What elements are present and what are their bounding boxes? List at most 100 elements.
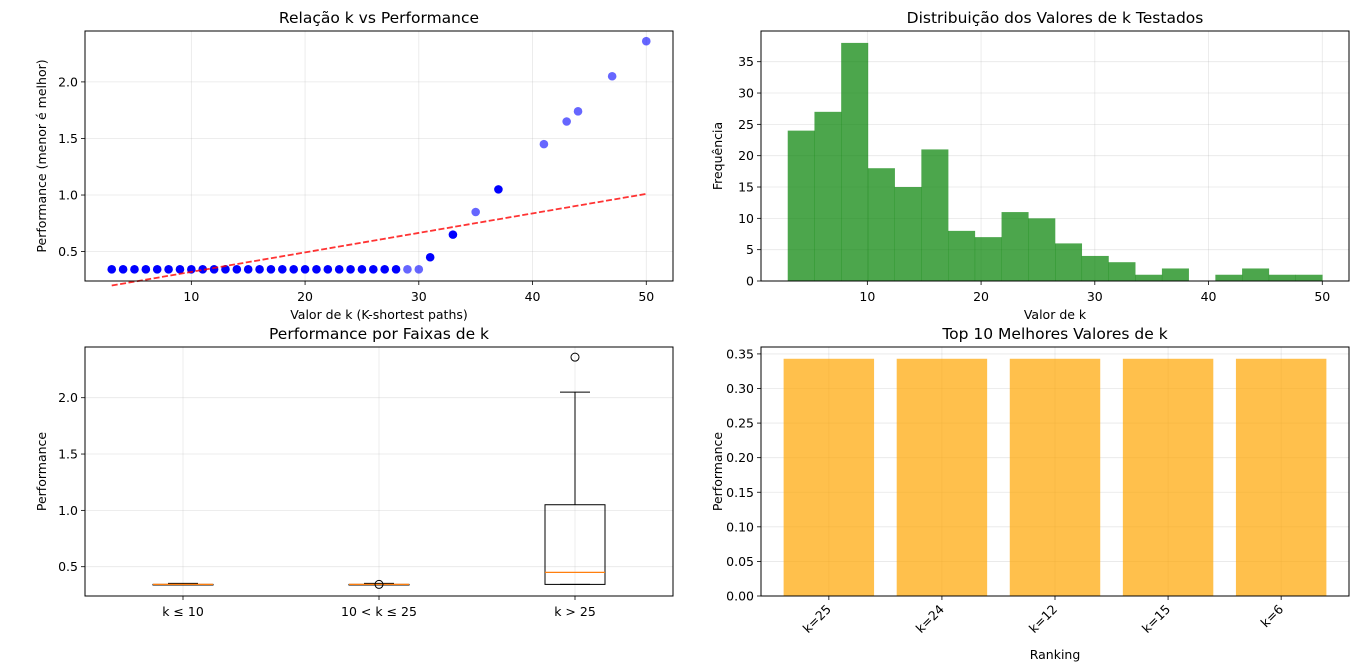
chart-title: Performance por Faixas de k: [269, 325, 489, 343]
y-tick-label: 0.35: [726, 346, 754, 361]
data-point: [346, 265, 355, 274]
data-point: [152, 265, 162, 274]
x-tick-label: k=12: [1026, 602, 1060, 636]
data-point: [448, 230, 458, 239]
histogram-bar: [814, 111, 842, 282]
histogram-bar: [1028, 218, 1056, 281]
y-tick-label: 0.10: [726, 519, 754, 534]
y-tick-label: 1.0: [58, 188, 78, 203]
x-axis-label: Valor de k (K-shortest paths): [290, 307, 468, 322]
histogram-bar: [1295, 274, 1323, 281]
data-point: [107, 265, 117, 274]
y-tick-label: 0.05: [726, 554, 754, 569]
x-tick-label: 50: [638, 289, 654, 304]
box-element: [544, 352, 606, 585]
bar: [1235, 358, 1327, 596]
box-element: [348, 579, 410, 589]
y-tick-label: 0.00: [726, 589, 754, 604]
x-tick-label: 30: [411, 289, 427, 304]
bar: [896, 358, 988, 596]
histogram-bar: [1242, 268, 1270, 281]
histogram-bar: [974, 237, 1002, 281]
histogram-bar: [1215, 274, 1243, 281]
plot-frame: [84, 30, 674, 282]
y-tick-label: 0: [746, 274, 754, 289]
box-element: [152, 582, 214, 586]
histogram-bar: [1268, 274, 1296, 281]
data-point: [300, 265, 310, 274]
y-tick-label: 2.0: [58, 74, 78, 89]
histogram-bar: [867, 168, 895, 281]
data-point: [414, 265, 424, 274]
y-tick-label: 1.0: [58, 503, 78, 518]
y-tick-label: 30: [738, 86, 754, 101]
data-point: [164, 265, 173, 274]
y-tick-label: 10: [738, 211, 754, 226]
y-axis-label: Performance (menor é melhor): [34, 59, 49, 252]
grid-lines: [85, 31, 673, 281]
histogram-bar: [1055, 243, 1083, 281]
x-tick-label: k=15: [1139, 602, 1173, 636]
y-tick-label: 0.5: [58, 559, 78, 574]
histogram-bar: [894, 187, 922, 281]
bar: [783, 358, 875, 596]
bar-chart: k=25 k=24 k=12 k=15 k=6 0.00 0.05 0.10 0.15 0.20 0…: [710, 325, 1350, 662]
histogram-bar: [1161, 268, 1189, 281]
x-tick-label: k=24: [913, 601, 947, 635]
x-tick-label: 20: [973, 289, 989, 304]
histogram-bar: [841, 42, 869, 282]
chart-title: Relação k vs Performance: [279, 9, 479, 27]
outlier-point: [374, 579, 384, 589]
scatter-chart: 10 20 30 40 50 0.5 1.0 1.5 2.0 Relação k vs Perfo…: [34, 9, 674, 322]
x-tick-label: k ≤ 10: [162, 604, 204, 619]
y-axis-label: Performance: [34, 432, 49, 512]
data-point: [357, 265, 367, 274]
data-point: [232, 265, 242, 274]
data-point: [130, 265, 139, 274]
data-point: [209, 265, 219, 274]
y-tick-label: 5: [746, 242, 754, 257]
histogram-bar: [948, 230, 976, 281]
data-point: [471, 207, 480, 217]
x-tick-label: 30: [1087, 289, 1103, 304]
x-axis-label: Valor de k: [1024, 307, 1087, 322]
histogram-bar: [1081, 255, 1109, 281]
y-axis-label: Performance: [710, 432, 725, 512]
data-point: [369, 265, 378, 274]
data-point: [141, 265, 151, 274]
y-tick-label: 1.5: [58, 131, 78, 146]
data-point: [641, 36, 651, 46]
box-iqr: [544, 504, 606, 585]
x-tick-label: 10: [183, 289, 199, 304]
data-point: [278, 265, 287, 274]
y-tick-label: 25: [738, 117, 754, 132]
y-tick-label: 35: [738, 54, 754, 69]
y-tick-label: 0.30: [726, 381, 754, 396]
histogram-bar: [787, 130, 815, 281]
x-tick-label: k=6: [1258, 601, 1287, 630]
data-point: [243, 265, 253, 274]
bar: [1009, 358, 1101, 596]
grid-lines: [85, 347, 673, 596]
data-point: [198, 265, 208, 274]
histogram-bar: [1135, 274, 1163, 281]
x-tick-label: 50: [1314, 289, 1330, 304]
histogram-chart: 10 20 30 40 50 0 5 10 15 20 25 30 35 Distribuição dos…: [710, 9, 1350, 322]
data-point: [175, 265, 185, 274]
data-point: [539, 139, 549, 149]
x-tick-label: 40: [525, 289, 541, 304]
data-point: [312, 265, 321, 274]
data-point: [255, 265, 264, 274]
data-point: [607, 71, 617, 81]
trend-line: [111, 193, 647, 287]
data-point: [562, 117, 571, 126]
x-tick-label: 20: [297, 289, 313, 304]
y-axis-label: Frequência: [710, 122, 725, 190]
y-tick-label: 1.5: [58, 447, 78, 462]
data-point: [266, 265, 276, 274]
chart-title: Top 10 Melhores Valores de k: [941, 325, 1167, 343]
data-point: [289, 265, 299, 274]
x-tick-label: 10 < k ≤ 25: [341, 604, 417, 619]
data-point: [403, 265, 412, 274]
